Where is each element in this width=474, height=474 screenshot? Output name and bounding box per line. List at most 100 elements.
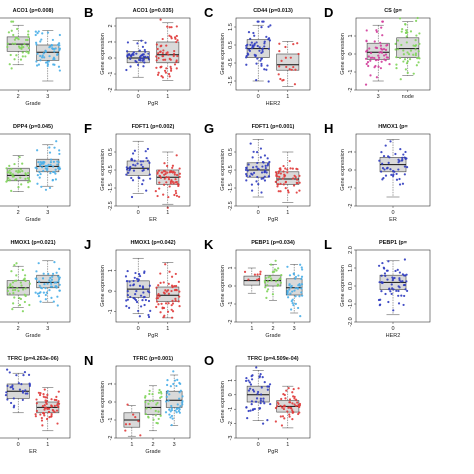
data-point (278, 277, 282, 280)
data-point (168, 413, 171, 416)
data-point (143, 303, 146, 307)
x-tick-label: 0 (391, 326, 394, 332)
data-point (266, 290, 269, 293)
data-point (13, 263, 16, 267)
data-point (383, 272, 387, 275)
y-tick-label: 0.5 (228, 41, 234, 49)
y-tick-label: -2 (348, 204, 354, 209)
y-tick-label: 0.5 (228, 148, 234, 156)
data-point (157, 169, 161, 172)
data-point (255, 151, 259, 154)
data-point (384, 48, 388, 51)
data-point (162, 281, 165, 284)
data-point (162, 169, 166, 173)
data-point (56, 304, 59, 307)
y-tick-label: 1 (108, 40, 114, 43)
data-point (388, 63, 391, 66)
data-point (284, 397, 287, 400)
data-point (171, 164, 175, 167)
data-point (267, 80, 270, 83)
data-point (42, 272, 45, 275)
data-point (46, 64, 49, 68)
y-tick-label: -2 (228, 421, 234, 426)
data-point (397, 302, 401, 305)
data-point (170, 408, 174, 412)
data-point (260, 386, 263, 389)
data-point (297, 306, 300, 310)
data-point (401, 273, 404, 276)
data-point (401, 280, 404, 283)
data-point (260, 62, 263, 66)
data-point (415, 64, 418, 67)
data-point (16, 27, 19, 31)
data-point (381, 162, 384, 165)
data-point (300, 291, 303, 294)
data-point (395, 63, 398, 66)
data-point (250, 47, 254, 50)
data-point (44, 399, 47, 402)
data-point (291, 391, 294, 394)
data-point (402, 53, 405, 56)
data-point (391, 279, 394, 282)
data-point (161, 51, 164, 55)
data-point (129, 295, 132, 299)
data-point (380, 281, 384, 285)
data-point (278, 65, 281, 68)
data-point (163, 183, 166, 186)
x-axis-label: HER2 (266, 101, 281, 107)
data-point (292, 388, 295, 391)
data-point (141, 286, 145, 290)
x-tick-label: 1 (166, 326, 169, 332)
data-point (149, 177, 152, 180)
data-point (373, 57, 376, 60)
x-tick-label: 2 (17, 210, 20, 216)
data-point (9, 283, 12, 286)
data-point (263, 380, 266, 384)
data-point (172, 52, 176, 55)
data-point (57, 280, 60, 283)
data-point (7, 286, 10, 289)
data-point (162, 291, 166, 294)
data-point (255, 180, 258, 183)
data-point (400, 43, 403, 47)
data-point (298, 402, 302, 406)
data-point (382, 155, 386, 158)
data-point (277, 402, 280, 406)
data-point (136, 42, 139, 45)
data-point (125, 166, 128, 169)
data-point (294, 287, 297, 290)
y-tick-label: 2 (108, 24, 114, 27)
data-point (277, 190, 280, 193)
data-point (34, 413, 37, 416)
data-point (144, 41, 147, 44)
data-point (169, 182, 172, 185)
data-point (10, 270, 13, 273)
data-point (293, 83, 297, 86)
panel-letter: N (84, 353, 93, 368)
data-point (267, 47, 270, 50)
data-point (50, 398, 53, 401)
data-point (369, 74, 372, 77)
data-point (403, 283, 406, 287)
data-point (13, 162, 16, 166)
data-point (286, 168, 289, 171)
x-tick-label: 1 (46, 442, 49, 448)
data-point (7, 177, 10, 180)
data-point (256, 390, 260, 394)
y-tick-label: -1.0 (348, 299, 354, 308)
data-point (157, 52, 160, 55)
panel-title: HMOX1 (p=0.042) (130, 240, 175, 246)
data-point (378, 159, 381, 162)
data-point (148, 284, 151, 287)
data-point (167, 292, 170, 295)
data-point (141, 299, 144, 302)
data-point (253, 407, 256, 411)
data-point (402, 153, 405, 156)
data-point (48, 410, 51, 414)
data-point (17, 169, 20, 172)
data-point (42, 291, 45, 294)
data-point (282, 407, 286, 411)
data-point (279, 415, 282, 418)
data-point (392, 309, 395, 312)
